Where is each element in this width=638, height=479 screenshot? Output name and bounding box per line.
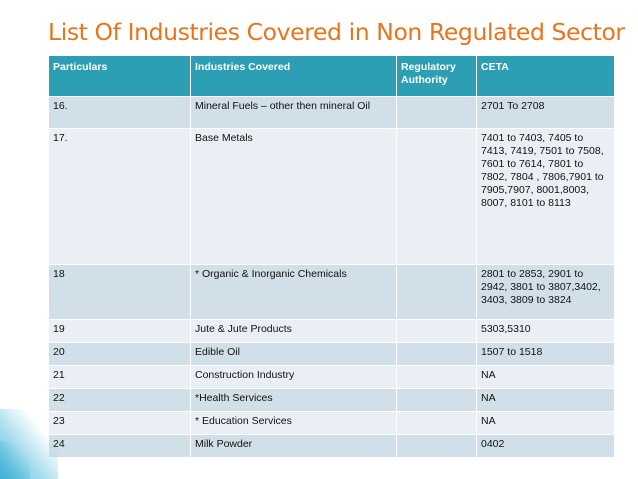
header-regulatory-authority: Regulatory Authority [396, 55, 477, 97]
table-row: 24 Milk Powder 0402 [48, 434, 615, 458]
cell-authority [396, 319, 477, 343]
cell-particulars: 23 [48, 411, 191, 435]
cell-industry: * Organic & Inorganic Chemicals [190, 264, 397, 320]
cell-authority [396, 342, 477, 366]
cell-authority [396, 96, 477, 129]
cell-ceta: NA [476, 365, 615, 389]
table-row: 21 Construction Industry NA [48, 365, 615, 389]
cell-authority [396, 128, 477, 265]
slide-title: List Of Industries Covered in Non Regula… [48, 18, 625, 46]
cell-industry: Milk Powder [190, 434, 397, 458]
cell-ceta: NA [476, 388, 615, 412]
industries-table: Particulars Industries Covered Regulator… [48, 55, 615, 458]
cell-ceta: 1507 to 1518 [476, 342, 615, 366]
header-particulars: Particulars [48, 55, 191, 97]
cell-ceta: 5303,5310 [476, 319, 615, 343]
table-row: 18 * Organic & Inorganic Chemicals 2801 … [48, 264, 615, 320]
cell-ceta: NA [476, 411, 615, 435]
cell-authority [396, 434, 477, 458]
table-row: 17. Base Metals 7401 to 7403, 7405 to 74… [48, 128, 615, 265]
table-row: 23 * Education Services NA [48, 411, 615, 435]
cell-authority [396, 264, 477, 320]
cell-ceta: 7401 to 7403, 7405 to 7413, 7419, 7501 t… [476, 128, 615, 265]
cell-industry: Base Metals [190, 128, 397, 265]
cell-industry: Construction Industry [190, 365, 397, 389]
cell-particulars: 18 [48, 264, 191, 320]
cell-ceta: 2801 to 2853, 2901 to 2942, 3801 to 3807… [476, 264, 615, 320]
table-row: 20 Edible Oil 1507 to 1518 [48, 342, 615, 366]
corner-decoration-accent [0, 441, 30, 479]
table-row: 22 *Health Services NA [48, 388, 615, 412]
cell-authority [396, 411, 477, 435]
cell-particulars: 20 [48, 342, 191, 366]
cell-industry: Mineral Fuels – other then mineral Oil [190, 96, 397, 129]
header-industries-covered: Industries Covered [190, 55, 397, 97]
cell-authority [396, 388, 477, 412]
cell-particulars: 24 [48, 434, 191, 458]
table-header-row: Particulars Industries Covered Regulator… [48, 55, 615, 97]
cell-particulars: 22 [48, 388, 191, 412]
cell-industry: * Education Services [190, 411, 397, 435]
cell-particulars: 17. [48, 128, 191, 265]
table-row: 16. Mineral Fuels – other then mineral O… [48, 96, 615, 129]
cell-ceta: 0402 [476, 434, 615, 458]
cell-particulars: 16. [48, 96, 191, 129]
cell-authority [396, 365, 477, 389]
cell-ceta: 2701 To 2708 [476, 96, 615, 129]
cell-particulars: 19 [48, 319, 191, 343]
cell-particulars: 21 [48, 365, 191, 389]
cell-industry: Jute & Jute Products [190, 319, 397, 343]
cell-industry: Edible Oil [190, 342, 397, 366]
header-ceta: CETA [476, 55, 615, 97]
cell-industry: *Health Services [190, 388, 397, 412]
table-row: 19 Jute & Jute Products 5303,5310 [48, 319, 615, 343]
